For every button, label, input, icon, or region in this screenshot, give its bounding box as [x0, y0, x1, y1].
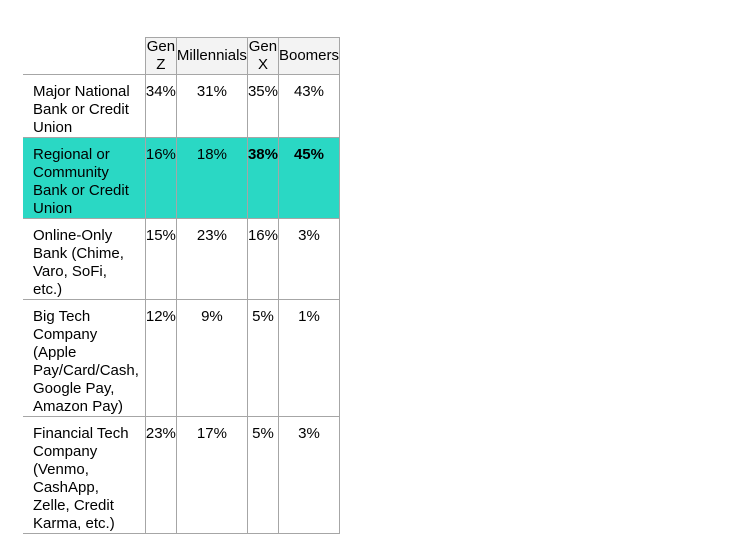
column-header-millennials: Millennials	[175, 37, 248, 75]
cell-regional-community-bank-boomers: 45%	[277, 137, 341, 219]
table-row-major-national-bank: Major National Bank or Credit Union 34% 31…	[23, 74, 341, 138]
cell-major-national-bank-gen-x: 35%	[246, 74, 279, 138]
row-label-online-only-bank: Online-Only Bank (Chime, Varo, SoFi, etc…	[23, 218, 146, 300]
cell-major-national-bank-millennials: 31%	[175, 74, 248, 138]
cell-big-tech-company-millennials: 9%	[175, 299, 248, 417]
cell-online-only-bank-gen-x: 16%	[246, 218, 279, 300]
row-label-financial-tech-company: Financial Tech Company (Venmo, CashApp, …	[23, 416, 146, 534]
header-row: Gen Z Millennials Gen X Boomers	[23, 37, 341, 75]
row-label-major-national-bank: Major National Bank or Credit Union	[23, 74, 146, 138]
cell-regional-community-bank-millennials: 18%	[175, 137, 248, 219]
cell-financial-tech-company-boomers: 3%	[277, 416, 341, 534]
cell-big-tech-company-gen-z: 12%	[144, 299, 177, 417]
table-body: Major National Bank or Credit Union 34% 31…	[23, 74, 341, 534]
row-label-regional-community-bank: Regional or Community Bank or Credit Uni…	[23, 137, 146, 219]
cell-financial-tech-company-gen-z: 23%	[144, 416, 177, 534]
table-row-online-only-bank: Online-Only Bank (Chime, Varo, SoFi, etc…	[23, 218, 341, 300]
cell-online-only-bank-gen-z: 15%	[144, 218, 177, 300]
cell-online-only-bank-boomers: 3%	[277, 218, 341, 300]
table-row-big-tech-company: Big Tech Company (Apple Pay/Card/Cash, G…	[23, 299, 341, 417]
cell-financial-tech-company-gen-x: 5%	[246, 416, 279, 534]
column-header-gen-z: Gen Z	[144, 37, 177, 75]
cell-financial-tech-company-millennials: 17%	[175, 416, 248, 534]
column-header-gen-x: Gen X	[246, 37, 279, 75]
cell-big-tech-company-boomers: 1%	[277, 299, 341, 417]
row-label-big-tech-company: Big Tech Company (Apple Pay/Card/Cash, G…	[23, 299, 146, 417]
table-row-financial-tech-company: Financial Tech Company (Venmo, CashApp, …	[23, 416, 341, 534]
cell-regional-community-bank-gen-x: 38%	[246, 137, 279, 219]
cell-big-tech-company-gen-x: 5%	[246, 299, 279, 417]
header-corner	[23, 37, 146, 75]
cell-regional-community-bank-gen-z: 16%	[144, 137, 177, 219]
cell-major-national-bank-boomers: 43%	[277, 74, 341, 138]
cell-online-only-bank-millennials: 23%	[175, 218, 248, 300]
column-header-boomers: Boomers	[277, 37, 341, 75]
table-row-regional-community-bank: Regional or Community Bank or Credit Uni…	[23, 137, 341, 219]
cell-major-national-bank-gen-z: 34%	[144, 74, 177, 138]
data-table: Gen Z Millennials Gen X Boomers Major Na…	[23, 37, 341, 534]
